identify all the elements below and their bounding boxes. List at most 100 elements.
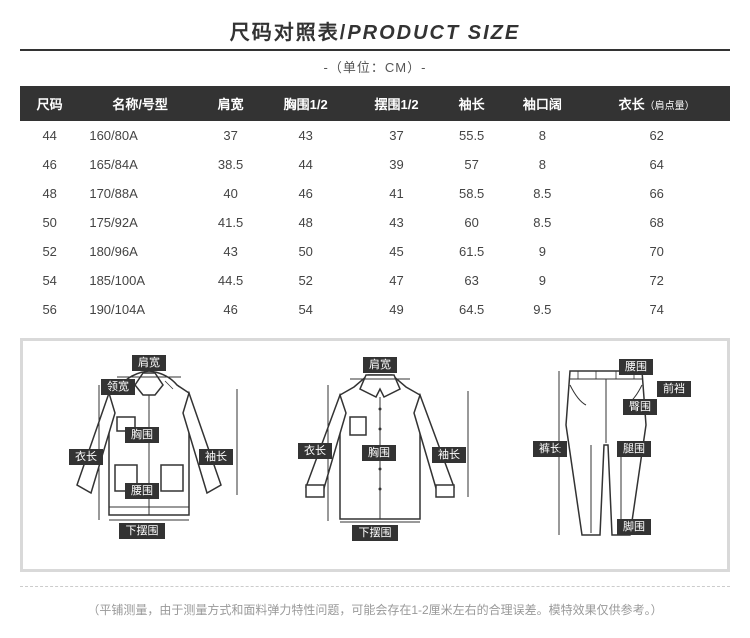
table-cell: 41.5 <box>201 208 260 237</box>
table-cell: 8.5 <box>501 208 583 237</box>
col-sleeve: 袖长 <box>442 86 501 121</box>
col-size: 尺码 <box>20 86 79 121</box>
table-cell: 64.5 <box>442 295 501 324</box>
table-cell: 46 <box>201 295 260 324</box>
svg-text:裤长: 裤长 <box>539 441 561 455</box>
table-cell: 63 <box>442 266 501 295</box>
table-cell: 43 <box>351 208 442 237</box>
svg-text:袖长: 袖长 <box>205 449 227 463</box>
table-cell: 9 <box>501 266 583 295</box>
table-cell: 185/100A <box>79 266 201 295</box>
table-cell: 9 <box>501 237 583 266</box>
svg-text:胸围: 胸围 <box>131 427 153 441</box>
table-row: 56190/104A46544964.59.574 <box>20 295 730 324</box>
svg-text:臀围: 臀围 <box>629 400 651 413</box>
table-cell: 72 <box>583 266 730 295</box>
table-cell: 49 <box>351 295 442 324</box>
table-row: 48170/88A40464158.58.566 <box>20 179 730 208</box>
svg-text:衣长: 衣长 <box>304 443 326 457</box>
table-cell: 44.5 <box>201 266 260 295</box>
table-header-row: 尺码 名称/号型 肩宽 胸围1/2 摆围1/2 袖长 袖口阔 衣长（肩点量） <box>20 86 730 121</box>
svg-text:腰围: 腰围 <box>625 360 647 373</box>
table-cell: 54 <box>20 266 79 295</box>
table-cell: 74 <box>583 295 730 324</box>
jacket-diagram: 肩宽 领宽 胸围 衣长 袖长 腰围 下摆围 <box>39 355 259 555</box>
table-row: 44160/80A37433755.5862 <box>20 121 730 150</box>
table-cell: 46 <box>260 179 351 208</box>
svg-text:腿围: 腿围 <box>623 442 645 455</box>
table-cell: 58.5 <box>442 179 501 208</box>
table-cell: 180/96A <box>79 237 201 266</box>
pants-diagram: 腰围 臀围 前裆 裤长 腿围 脚围 <box>501 355 711 555</box>
svg-text:下摆围: 下摆围 <box>358 525 391 539</box>
table-cell: 43 <box>260 121 351 150</box>
svg-text:腰围: 腰围 <box>131 484 153 497</box>
svg-text:袖长: 袖长 <box>438 447 460 461</box>
svg-text:领宽: 领宽 <box>107 379 129 393</box>
table-cell: 46 <box>20 150 79 179</box>
table-cell: 44 <box>20 121 79 150</box>
measurement-footnote: （平铺测量，由于测量方式和面料弹力特性问题，可能会存在1-2厘米左右的合理误差。… <box>20 586 730 618</box>
table-cell: 50 <box>20 208 79 237</box>
table-cell: 9.5 <box>501 295 583 324</box>
table-cell: 37 <box>351 121 442 150</box>
table-cell: 8 <box>501 121 583 150</box>
col-length: 衣长（肩点量） <box>583 86 730 121</box>
page-title: 尺码对照表/PRODUCT SIZE <box>20 10 730 51</box>
table-row: 54185/100A44.5524763972 <box>20 266 730 295</box>
table-cell: 165/84A <box>79 150 201 179</box>
table-cell: 190/104A <box>79 295 201 324</box>
svg-text:衣长: 衣长 <box>75 449 97 463</box>
table-cell: 160/80A <box>79 121 201 150</box>
table-cell: 38.5 <box>201 150 260 179</box>
table-cell: 68 <box>583 208 730 237</box>
table-row: 50175/92A41.54843608.568 <box>20 208 730 237</box>
size-table: 尺码 名称/号型 肩宽 胸围1/2 摆围1/2 袖长 袖口阔 衣长（肩点量） 4… <box>20 86 730 324</box>
col-shoulder: 肩宽 <box>201 86 260 121</box>
table-cell: 8.5 <box>501 179 583 208</box>
table-cell: 48 <box>260 208 351 237</box>
unit-subtitle: -（单位：CM）- <box>20 51 730 86</box>
table-cell: 175/92A <box>79 208 201 237</box>
col-cuff: 袖口阔 <box>501 86 583 121</box>
table-cell: 50 <box>260 237 351 266</box>
measurement-diagrams: 肩宽 领宽 胸围 衣长 袖长 腰围 下摆围 <box>20 338 730 572</box>
svg-text:脚围: 脚围 <box>623 519 645 533</box>
table-cell: 52 <box>260 266 351 295</box>
table-row: 52180/96A43504561.5970 <box>20 237 730 266</box>
svg-text:前裆: 前裆 <box>663 381 685 395</box>
table-cell: 52 <box>20 237 79 266</box>
table-cell: 66 <box>583 179 730 208</box>
table-cell: 54 <box>260 295 351 324</box>
svg-text:肩宽: 肩宽 <box>138 355 160 369</box>
table-cell: 39 <box>351 150 442 179</box>
col-hem: 摆围1/2 <box>351 86 442 121</box>
table-cell: 70 <box>583 237 730 266</box>
title-en: PRODUCT SIZE <box>347 22 520 44</box>
table-cell: 43 <box>201 237 260 266</box>
svg-text:肩宽: 肩宽 <box>369 357 391 371</box>
table-cell: 37 <box>201 121 260 150</box>
table-cell: 61.5 <box>442 237 501 266</box>
table-cell: 56 <box>20 295 79 324</box>
col-spec: 名称/号型 <box>79 86 201 121</box>
table-cell: 44 <box>260 150 351 179</box>
shirt-diagram: 肩宽 胸围 衣长 袖长 下摆围 <box>270 355 490 555</box>
table-cell: 45 <box>351 237 442 266</box>
svg-text:下摆围: 下摆围 <box>125 523 158 537</box>
table-cell: 57 <box>442 150 501 179</box>
table-cell: 8 <box>501 150 583 179</box>
table-cell: 41 <box>351 179 442 208</box>
title-cn: 尺码对照表 <box>230 22 340 44</box>
table-cell: 55.5 <box>442 121 501 150</box>
table-cell: 48 <box>20 179 79 208</box>
table-cell: 47 <box>351 266 442 295</box>
table-cell: 62 <box>583 121 730 150</box>
col-chest: 胸围1/2 <box>260 86 351 121</box>
table-cell: 64 <box>583 150 730 179</box>
table-row: 46165/84A38.5443957864 <box>20 150 730 179</box>
table-cell: 60 <box>442 208 501 237</box>
table-cell: 40 <box>201 179 260 208</box>
table-cell: 170/88A <box>79 179 201 208</box>
svg-text:胸围: 胸围 <box>368 445 390 459</box>
